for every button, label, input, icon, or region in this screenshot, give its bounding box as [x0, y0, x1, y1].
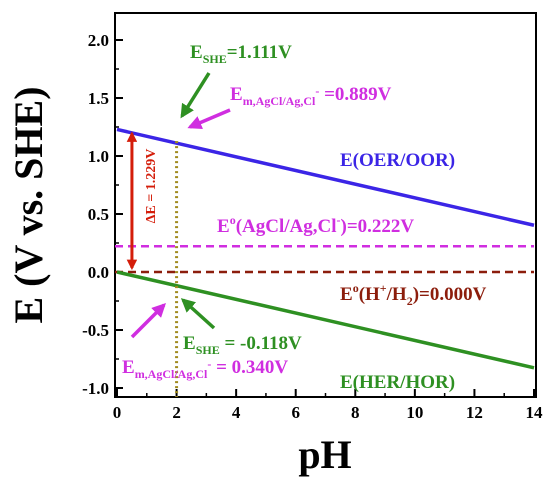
she-top-annotation: ESHE=1.111V — [190, 42, 292, 66]
y-axis-title: E (V vs. SHE) — [6, 86, 51, 323]
plot-frame — [114, 12, 537, 398]
x-tick-label: 12 — [466, 403, 483, 422]
she-bottom-arrow — [180, 298, 216, 330]
x-tick-label: 0 — [113, 403, 122, 422]
em-top-annotation: Em,AgCl/Ag,Cl- =0.889V — [230, 84, 392, 108]
y-tick-label: -0.5 — [82, 321, 109, 340]
em-top-arrow — [187, 108, 231, 130]
h2-reference-label: Eo(H+/H2)=0.000V — [340, 281, 487, 308]
oer-label: E(OER/OOR) — [340, 150, 455, 171]
x-axis: 0 2 4 6 8 10 12 14 — [113, 389, 543, 422]
y-tick-label: 2.0 — [88, 31, 109, 50]
y-tick-label: 0.0 — [88, 263, 109, 282]
x-axis-title: pH — [298, 432, 351, 477]
she-top-arrow — [180, 72, 211, 119]
x-tick-label: 6 — [291, 403, 300, 422]
x-tick-label: 8 — [351, 403, 360, 422]
oer-series-line — [116, 127, 535, 227]
em-bottom-arrow — [130, 303, 166, 339]
y-tick-label: 1.5 — [88, 89, 109, 108]
her-series-line — [116, 270, 535, 370]
x-tick-label: 2 — [172, 403, 181, 422]
y-tick-label: -1.0 — [82, 379, 109, 398]
y-axis: -1.0 -0.5 0.0 0.5 1.0 1.5 2.0 — [82, 31, 123, 398]
x-tick-label: 10 — [406, 403, 423, 422]
y-tick-label: 1.0 — [88, 147, 109, 166]
delta-e-label: ΔE = 1.229V — [144, 149, 159, 224]
agcl-reference-label: Eo(AgCl/Ag,Cl-)=0.222V — [217, 213, 414, 237]
x-tick-label: 14 — [526, 403, 544, 422]
y-tick-label: 0.5 — [88, 205, 109, 224]
her-label: E(HER/HOR) — [340, 372, 455, 393]
she-bottom-annotation: ESHE = -0.118V — [183, 333, 302, 357]
em-bottom-annotation: Em,AgCl/Ag,Cl- = 0.340V — [122, 357, 288, 381]
x-tick-label: 4 — [232, 403, 241, 422]
